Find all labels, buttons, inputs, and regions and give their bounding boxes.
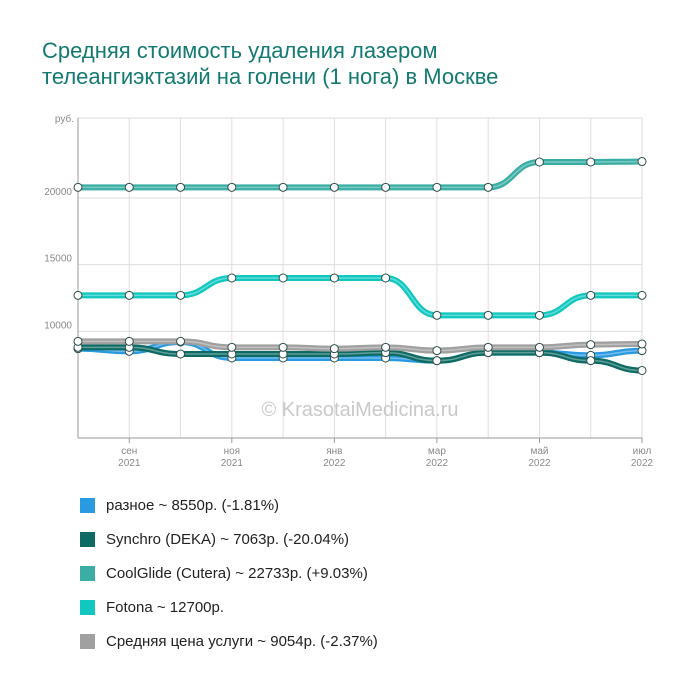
data-point bbox=[278, 273, 288, 283]
legend-label: Fotona ~ 12700р. bbox=[106, 598, 225, 616]
y-tick-label: 15000 bbox=[44, 254, 72, 265]
x-tick-label-month: сен bbox=[121, 446, 137, 457]
data-point bbox=[586, 356, 596, 366]
legend-swatch bbox=[80, 633, 95, 649]
data-point bbox=[637, 365, 647, 375]
series-line-highlight bbox=[78, 340, 643, 352]
legend-swatch bbox=[80, 565, 95, 581]
x-tick-label-month: май bbox=[530, 446, 548, 457]
series-4 bbox=[73, 336, 647, 356]
data-point bbox=[124, 182, 134, 192]
data-point bbox=[227, 342, 237, 352]
data-point bbox=[432, 182, 442, 192]
x-tick-label-year: 2021 bbox=[221, 458, 244, 469]
legend-item[interactable]: CoolGlide (Cutera) ~ 22733р. (+9.03%) bbox=[80, 556, 378, 590]
data-point bbox=[329, 344, 339, 354]
legend-label: Synchro (DEKA) ~ 7063р. (-20.04%) bbox=[106, 530, 350, 548]
data-point bbox=[586, 290, 596, 300]
legend-label: разное ~ 8550р. (-1.81%) bbox=[106, 496, 280, 514]
series-line-highlight bbox=[77, 346, 643, 372]
legend-item[interactable]: разное ~ 8550р. (-1.81%) bbox=[80, 488, 378, 522]
data-point bbox=[73, 290, 83, 300]
x-tick-label-month: мар bbox=[428, 446, 446, 457]
x-tick-label-month: июл bbox=[633, 446, 652, 457]
legend-swatch bbox=[80, 497, 95, 513]
data-point bbox=[381, 273, 391, 283]
data-point bbox=[278, 342, 288, 352]
line-chart: © KrasotaiMedicina.ru руб.10000150002000… bbox=[44, 113, 653, 469]
legend-label: CoolGlide (Cutera) ~ 22733р. (+9.03%) bbox=[106, 564, 368, 582]
legend-label: Средняя цена услуги ~ 9054р. (-2.37%) bbox=[106, 632, 378, 650]
data-point bbox=[534, 157, 544, 167]
data-point bbox=[329, 182, 339, 192]
legend: разное ~ 8550р. (-1.81%) Synchro (DEKA) ~… bbox=[80, 488, 378, 658]
x-tick-label-year: 2021 bbox=[118, 458, 141, 469]
series-3 bbox=[73, 273, 647, 320]
x-tick-label-month: ноя bbox=[224, 446, 241, 457]
series-line bbox=[75, 338, 645, 354]
data-point bbox=[73, 336, 83, 346]
data-point bbox=[586, 157, 596, 167]
x-tick-label-year: 2022 bbox=[528, 458, 551, 469]
y-tick-label: 20000 bbox=[44, 187, 72, 198]
legend-swatch bbox=[80, 599, 95, 615]
chart-title-line-2: телеангиэктазий на голени (1 нога) в Мос… bbox=[42, 64, 499, 89]
data-point bbox=[176, 182, 186, 192]
legend-item[interactable]: Synchro (DEKA) ~ 7063р. (-20.04%) bbox=[80, 522, 378, 556]
data-point bbox=[227, 273, 237, 283]
x-tick-label-year: 2022 bbox=[631, 458, 654, 469]
series-line bbox=[75, 275, 645, 319]
data-point bbox=[227, 182, 237, 192]
axes: руб.100001500020000сен2021ноя2021янв2022… bbox=[44, 113, 653, 469]
legend-item[interactable]: Fotona ~ 12700р. bbox=[80, 590, 378, 624]
data-point bbox=[124, 336, 134, 346]
data-point bbox=[124, 290, 134, 300]
data-point bbox=[176, 336, 186, 346]
data-point bbox=[637, 157, 647, 167]
data-point bbox=[432, 310, 442, 320]
data-point bbox=[278, 182, 288, 192]
data-point bbox=[329, 273, 339, 283]
chart-title-line-1: Средняя стоимость удаления лазером bbox=[42, 38, 438, 63]
series-line-highlight bbox=[78, 160, 643, 189]
y-axis-unit-label: руб. bbox=[55, 113, 74, 125]
legend-item[interactable]: Средняя цена услуги ~ 9054р. (-2.37%) bbox=[80, 624, 378, 658]
data-point bbox=[637, 339, 647, 349]
legend-swatch bbox=[80, 531, 95, 547]
data-point bbox=[483, 182, 493, 192]
x-tick-label-year: 2022 bbox=[323, 458, 346, 469]
data-point bbox=[637, 290, 647, 300]
data-point bbox=[483, 342, 493, 352]
data-point bbox=[73, 182, 83, 192]
series-line bbox=[75, 158, 645, 191]
data-point bbox=[432, 356, 442, 366]
data-point bbox=[586, 340, 596, 350]
y-tick-label: 10000 bbox=[44, 320, 72, 331]
data-point bbox=[176, 349, 186, 359]
data-point bbox=[381, 182, 391, 192]
data-point bbox=[483, 310, 493, 320]
data-point bbox=[176, 290, 186, 300]
series-line bbox=[75, 344, 645, 374]
watermark-text: © KrasotaiMedicina.ru bbox=[261, 399, 458, 421]
data-point bbox=[534, 342, 544, 352]
chart-title: Средняя стоимость удаления лазером телеа… bbox=[42, 38, 662, 90]
x-tick-label-year: 2022 bbox=[426, 458, 449, 469]
series-2 bbox=[73, 157, 647, 192]
x-tick-label-month: янв bbox=[326, 446, 342, 457]
data-point bbox=[432, 346, 442, 356]
data-point bbox=[381, 342, 391, 352]
data-point bbox=[534, 310, 544, 320]
series-lines bbox=[73, 157, 647, 375]
